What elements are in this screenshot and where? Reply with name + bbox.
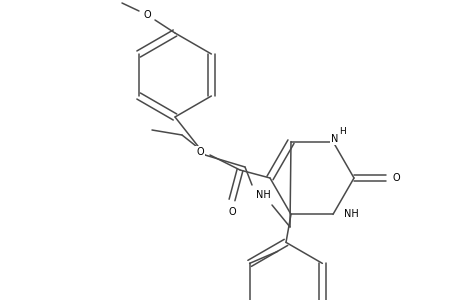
Text: O: O <box>143 10 151 20</box>
Text: NH: NH <box>255 190 270 200</box>
Text: N: N <box>330 134 338 144</box>
Text: NH: NH <box>343 209 358 219</box>
Text: H: H <box>339 127 346 136</box>
Text: O: O <box>392 173 399 183</box>
Text: O: O <box>228 207 235 217</box>
Text: O: O <box>196 147 203 157</box>
